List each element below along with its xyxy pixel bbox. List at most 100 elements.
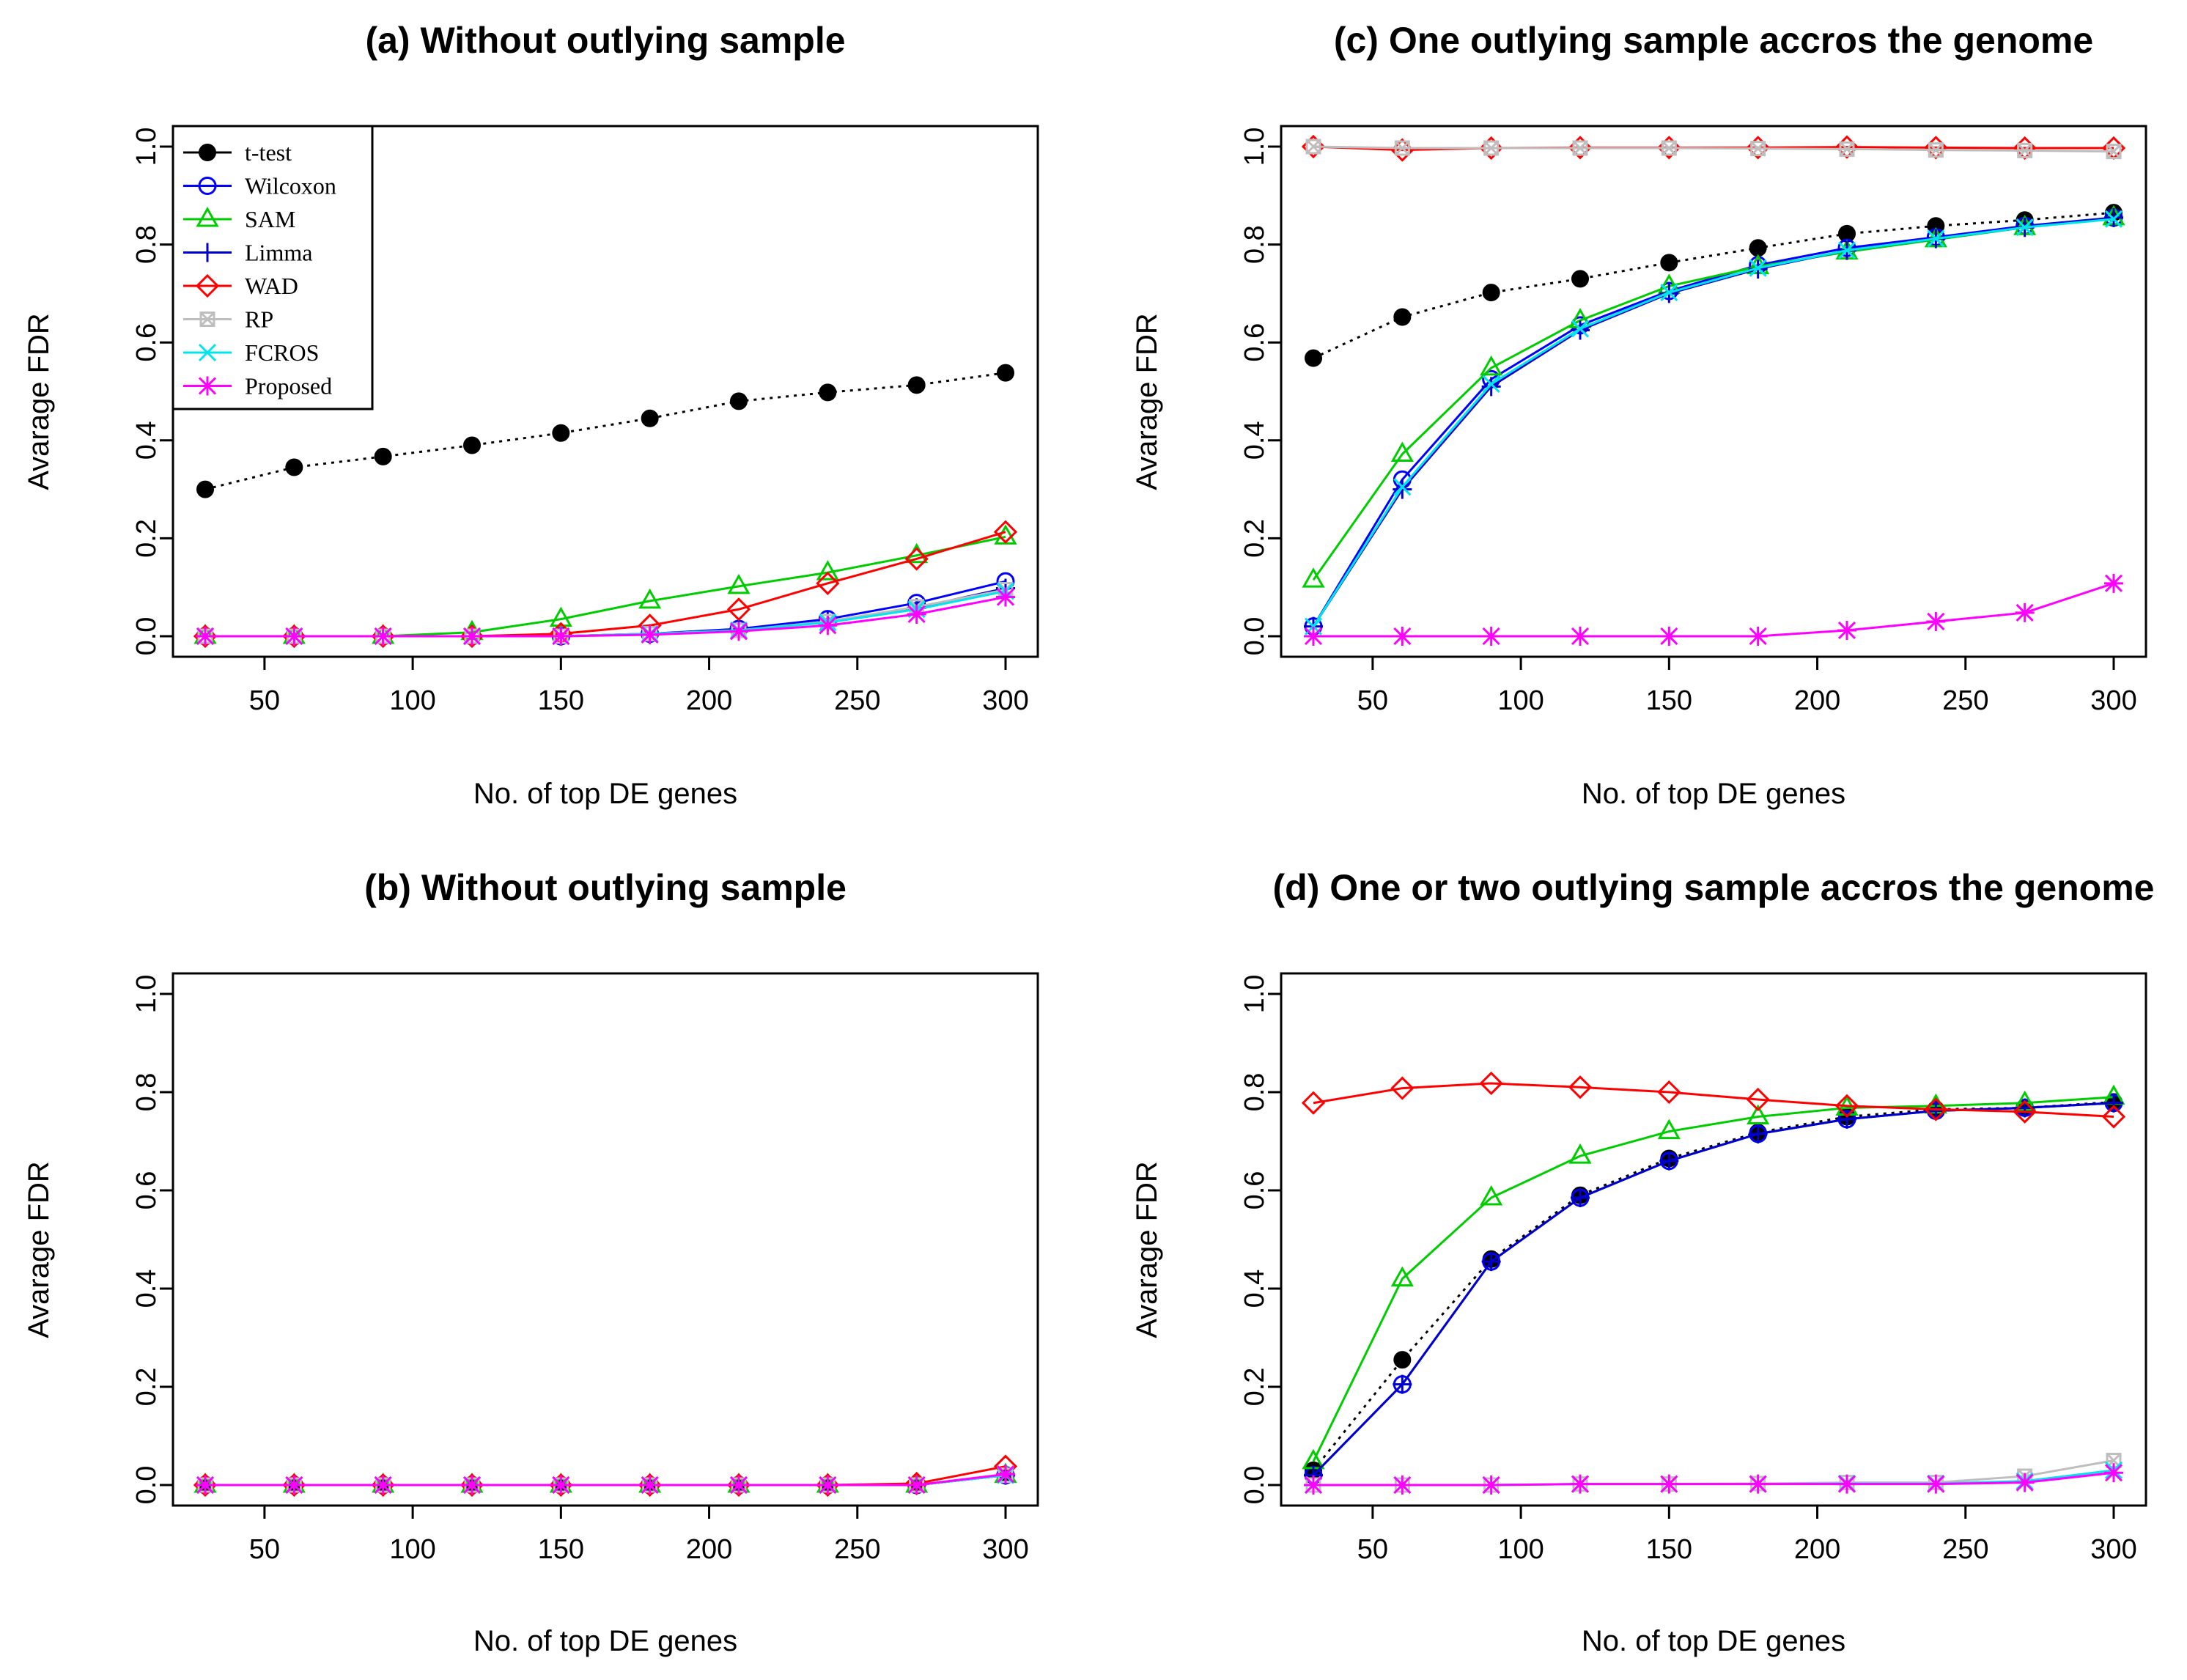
chart-title: (c) One outlying sample accros the genom… <box>1334 20 2093 61</box>
data-point-proposed <box>1481 1475 1501 1495</box>
data-point-sam <box>1657 1119 1681 1140</box>
data-point-fcros <box>1393 478 1412 496</box>
x-tick-label: 150 <box>1646 1534 1692 1565</box>
data-point-t-test <box>1482 284 1500 302</box>
legend-label-wad: WAD <box>245 273 298 299</box>
data-point-rp <box>2106 144 2122 160</box>
data-point-proposed <box>2015 1473 2035 1492</box>
y-tick-label: 0.8 <box>1239 225 1270 264</box>
y-tick-label: 0.4 <box>1239 1270 1270 1308</box>
series-wad <box>193 520 1018 649</box>
data-point-proposed <box>640 1475 660 1495</box>
data-point-fcros <box>1927 229 1945 248</box>
series-rp <box>197 1467 1014 1493</box>
data-point-proposed <box>818 616 838 635</box>
x-tick-label: 250 <box>834 1534 880 1565</box>
series-line-wad <box>205 531 1006 638</box>
series-sam <box>1302 1084 2125 1470</box>
data-point-t-test <box>641 409 659 427</box>
series-sam <box>1302 205 2125 588</box>
y-tick-label: 0.2 <box>1239 1368 1270 1407</box>
x-tick-label: 200 <box>1794 685 1840 716</box>
legend-label-t-test: t-test <box>245 139 292 166</box>
series-wad <box>1301 1071 2126 1129</box>
series-line-wad <box>205 1465 1006 1486</box>
legend-marker-limma <box>198 243 217 262</box>
data-point-t-test <box>997 364 1014 382</box>
series-fcros <box>196 1466 1015 1495</box>
data-point-wad <box>1479 1071 1503 1096</box>
data-point-fcros <box>1660 284 1678 302</box>
chart-title: (d) One or two outlying sample accros th… <box>1273 867 2155 908</box>
data-point-proposed <box>907 604 926 624</box>
x-tick-label: 250 <box>1942 685 1988 716</box>
data-point-sam <box>638 588 662 609</box>
series-line-sam <box>205 535 1006 638</box>
data-point-t-test <box>1749 239 1767 257</box>
data-point-proposed <box>196 627 215 646</box>
chart-panel-3: (b) Without outlying sample No. of top DE… <box>23 867 1039 1657</box>
data-point-proposed <box>462 1475 482 1495</box>
series-proposed <box>1304 1463 2123 1495</box>
series-sam <box>193 524 1017 644</box>
x-tick-label: 100 <box>1497 1534 1544 1565</box>
data-point-wad <box>1834 1094 1859 1118</box>
data-point-proposed <box>2104 573 2123 593</box>
y-axis-label: Avarage FDR <box>1131 1161 1163 1338</box>
data-point-rp <box>2017 142 2033 158</box>
x-tick-label: 250 <box>834 685 880 716</box>
data-point-rp <box>1661 140 1677 156</box>
data-point-proposed <box>284 627 304 646</box>
data-point-fcros <box>1837 241 1856 259</box>
series-line-proposed <box>1313 582 2114 638</box>
data-point-sam <box>1390 1266 1414 1287</box>
x-tick-label: 150 <box>538 1534 584 1565</box>
y-tick-label: 0.0 <box>1239 1466 1270 1505</box>
series-limma <box>1304 207 2123 636</box>
data-point-proposed <box>1748 1474 1768 1494</box>
data-point-t-test <box>1660 254 1678 272</box>
series-proposed <box>1304 573 2123 646</box>
data-point-t-test <box>463 436 481 454</box>
data-point-t-test <box>1571 270 1589 288</box>
legend-label-limma: Limma <box>245 240 312 266</box>
series-line-proposed <box>205 1473 1006 1486</box>
data-point-fcros <box>1571 320 1590 338</box>
series-line-t-test <box>1312 1100 2114 1471</box>
data-point-proposed <box>1926 611 1946 631</box>
legend-label-rp: RP <box>245 306 273 333</box>
data-point-proposed <box>907 1475 926 1495</box>
legend-box <box>172 125 374 410</box>
data-point-rp <box>1483 140 1500 156</box>
series-limma <box>1304 1093 2123 1485</box>
legend-label-wilcoxon: Wilcoxon <box>245 173 336 199</box>
data-point-proposed <box>1304 627 1323 646</box>
data-point-proposed <box>1304 1475 1323 1495</box>
chart-panel-2: (c) One outlying sample accros the genom… <box>1131 20 2147 810</box>
data-point-fcros <box>2015 218 2034 237</box>
x-tick-label: 50 <box>1357 685 1388 716</box>
series-line-proposed <box>205 596 1006 638</box>
series-rp <box>1305 139 2122 160</box>
legend-marker-t-test <box>199 144 216 161</box>
data-point-proposed <box>1748 627 1768 646</box>
data-point-proposed <box>1837 620 1856 640</box>
data-point-rp <box>1928 142 1944 158</box>
series-line-sam <box>1312 1096 2114 1462</box>
y-tick-label: 0.8 <box>1239 1073 1270 1112</box>
x-axis-label: No. of top DE genes <box>473 1625 737 1657</box>
series-line-sam <box>1312 216 2114 581</box>
data-point-proposed <box>551 1475 571 1495</box>
data-point-proposed <box>2104 1463 2123 1483</box>
y-axis-label: Avarage FDR <box>1131 313 1163 490</box>
series-t-test <box>196 1466 1014 1494</box>
data-point-proposed <box>996 1465 1015 1484</box>
data-point-rp <box>1305 139 1321 155</box>
y-tick-label: 0.0 <box>1239 617 1270 656</box>
data-point-limma <box>2104 1093 2123 1113</box>
series-fcros <box>1304 210 2123 635</box>
data-point-sam <box>1747 1104 1770 1124</box>
data-point-proposed <box>373 627 393 646</box>
x-tick-label: 300 <box>2090 1534 2136 1565</box>
y-tick-label: 0.4 <box>131 1270 162 1308</box>
